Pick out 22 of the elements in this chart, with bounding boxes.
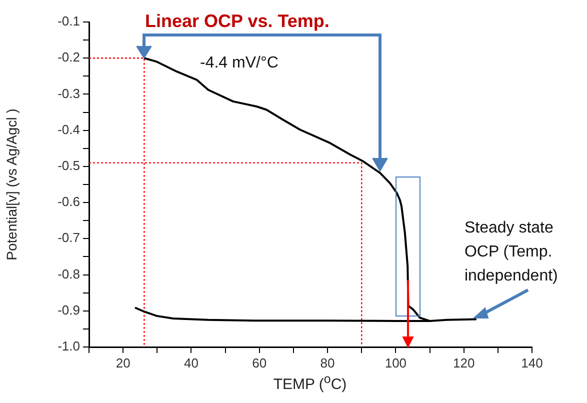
y-tick-label: -0.5 bbox=[58, 158, 80, 174]
x-tick-label: 140 bbox=[521, 355, 543, 370]
y-tick-label: -0.7 bbox=[58, 230, 80, 246]
x-tick-label: 60 bbox=[252, 355, 267, 370]
y-tick-label: -0.3 bbox=[58, 86, 80, 101]
y-tick-label: -0.2 bbox=[58, 50, 80, 65]
y-axis-title: Potential[v] (vs Ag/Agcl ) bbox=[3, 108, 20, 260]
y-tick-label: -1.0 bbox=[58, 338, 80, 354]
x-tick-label: 100 bbox=[384, 355, 407, 370]
x-axis-title: TEMP ($^{o}$C) bbox=[272, 372, 348, 393]
annotation: -4.4 mV/°C bbox=[200, 54, 278, 72]
y-tick-label: -0.4 bbox=[58, 122, 80, 137]
y-tick-label: -0.9 bbox=[58, 302, 80, 318]
y-tick-label: -0.1 bbox=[58, 14, 80, 29]
y-tick-label: -0.8 bbox=[58, 266, 80, 282]
x-tick-label: 80 bbox=[320, 355, 335, 370]
x-tick-label: 120 bbox=[452, 355, 475, 370]
y-tick-label: -0.6 bbox=[58, 194, 80, 210]
x-tick-label: 20 bbox=[116, 355, 130, 370]
x-tick-label: 40 bbox=[184, 355, 198, 370]
annotation: Steady state OCP (Temp. independent) bbox=[464, 220, 558, 285]
chart-title: Linear OCP vs. Temp. bbox=[145, 10, 330, 31]
